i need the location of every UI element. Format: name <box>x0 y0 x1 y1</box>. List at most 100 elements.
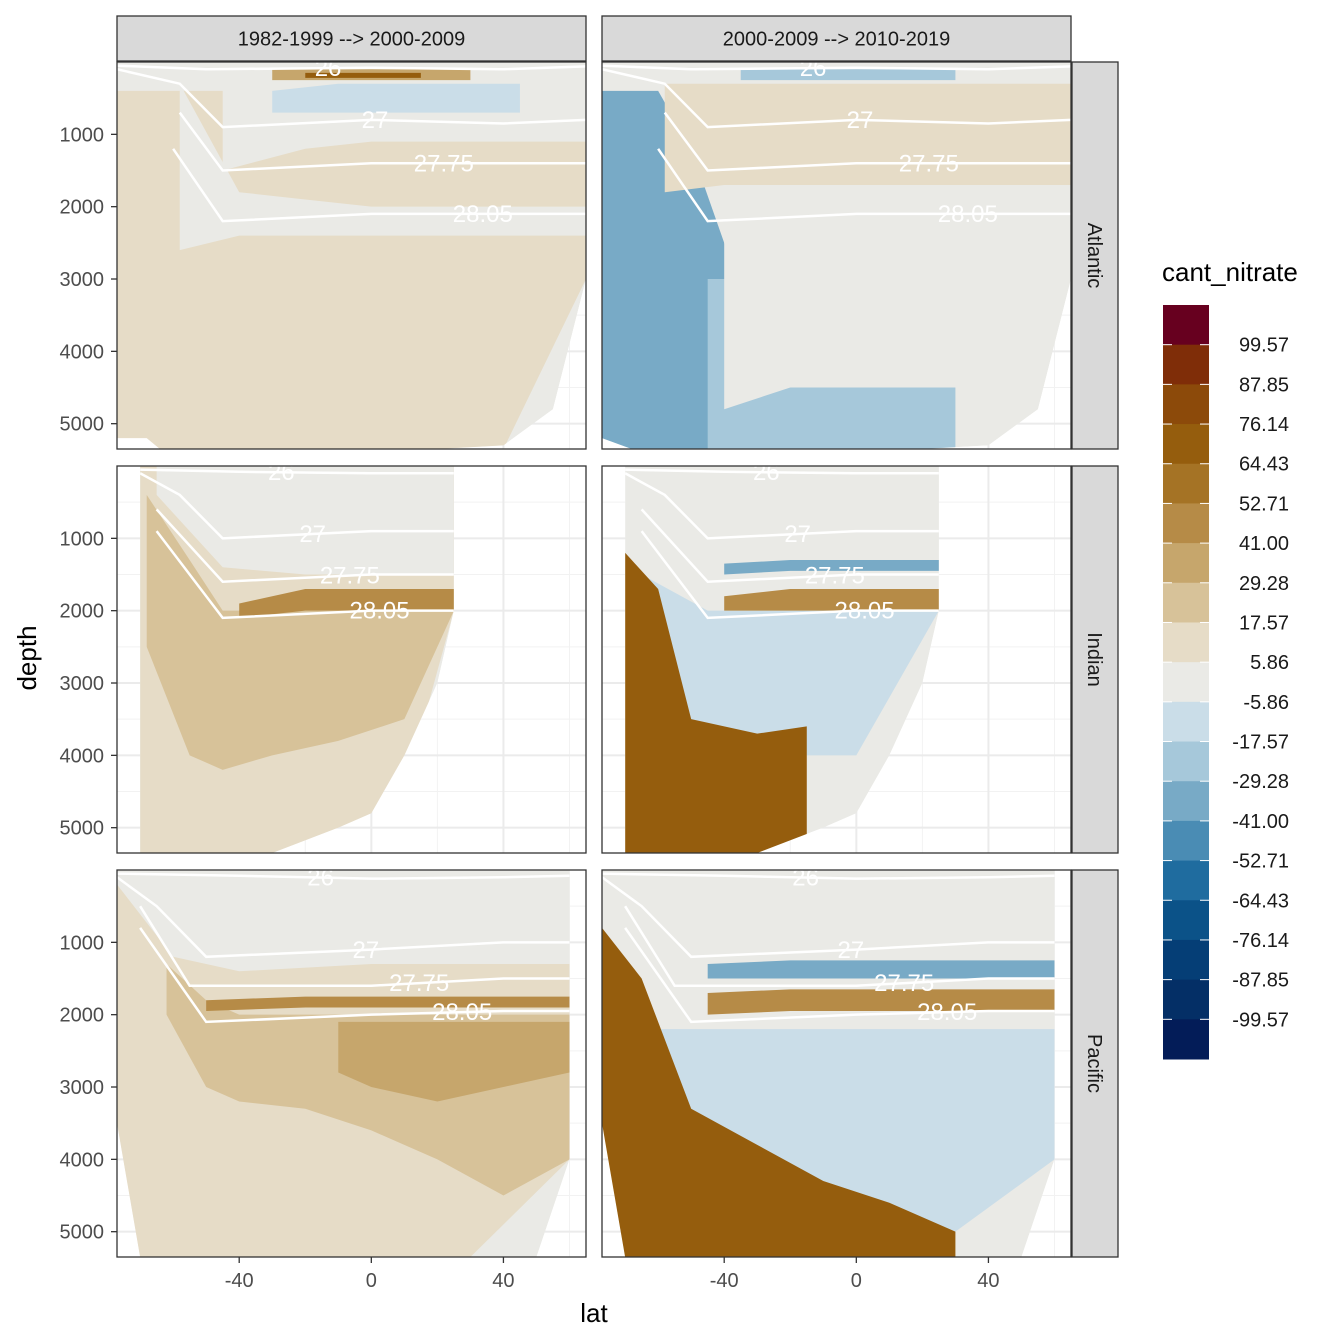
legend-swatch <box>1163 424 1209 465</box>
y-tick-label: 5000 <box>60 414 105 436</box>
y-tick-label: 2000 <box>60 1005 105 1027</box>
y-tick-label: 5000 <box>60 1222 105 1244</box>
contour-field <box>117 870 570 1257</box>
axes: 1000200030004000500010002000300040005000… <box>60 124 1000 1292</box>
contour-label: 27.75 <box>414 150 474 177</box>
isopycnal-26 <box>625 468 939 475</box>
legend-swatch <box>1163 860 1209 901</box>
field-layer-0 <box>117 90 586 449</box>
y-tick-label: 3000 <box>60 1077 105 1099</box>
legend-label: -5.86 <box>1243 692 1289 714</box>
facet-strip-column-label: 1982-1999 --> 2000-2009 <box>238 29 465 51</box>
panel-border <box>116 61 587 450</box>
legend-swatch <box>1163 543 1209 584</box>
legend-swatch <box>1163 344 1209 385</box>
panel-border <box>116 869 587 1258</box>
contour-label: 27.75 <box>805 563 865 590</box>
isopycnal-27 <box>140 472 454 540</box>
y-tick-label: 1000 <box>60 932 105 954</box>
field-layer-3 <box>117 870 570 972</box>
isopycnal-27.75 <box>663 111 1071 172</box>
field-layer-2 <box>156 466 454 575</box>
isopycnal-28.05 <box>657 148 1071 223</box>
facet-strip-column <box>116 15 587 62</box>
contour-label: 27.75 <box>874 970 934 997</box>
contour-label: 28.05 <box>350 598 410 625</box>
isopycnal-28.05 <box>172 148 586 223</box>
isopycnal-26 <box>140 468 454 475</box>
legend-title: cant_nitrate <box>1162 257 1298 287</box>
y-tick-label: 3000 <box>60 269 105 291</box>
isopycnal-27 <box>117 876 570 959</box>
legend-label: -41.00 <box>1232 811 1289 833</box>
isopycnal-27 <box>117 68 586 129</box>
legend-swatch <box>1163 820 1209 862</box>
field-layer-4 <box>206 996 570 1012</box>
facet-strip-row-label: Indian <box>1083 632 1105 687</box>
y-tick-label: 3000 <box>60 673 105 695</box>
legend-swatch <box>1163 1019 1209 1060</box>
facet-strip-row-label: Pacific <box>1083 1034 1105 1093</box>
isopycnal-26 <box>117 64 586 71</box>
isopycnal-27 <box>602 68 1071 129</box>
panel-border <box>601 465 1072 854</box>
isopycnal-26 <box>602 64 1071 71</box>
contour-field <box>140 466 454 853</box>
legend-swatch <box>1163 939 1209 981</box>
field-layer-2 <box>338 1021 570 1102</box>
panels-layer: 262727.7528.05262727.7528.05262727.7528.… <box>116 55 1072 1258</box>
field-layer-4 <box>740 69 956 81</box>
facet-strip-row <box>1071 61 1119 450</box>
contour-label: 27 <box>353 937 380 964</box>
field-layer-4 <box>724 588 939 611</box>
contour-field <box>602 870 1055 1257</box>
legend-label: -52.71 <box>1232 851 1289 873</box>
legend-label: 76.14 <box>1239 414 1289 436</box>
legend-label: 64.43 <box>1239 454 1289 476</box>
legend-label: -64.43 <box>1232 890 1289 912</box>
panel-indian-2: 26 27 27.75 28.05 <box>601 459 1072 854</box>
field-layer-2 <box>641 466 939 561</box>
contour-label: 27 <box>299 521 326 548</box>
contour-label: 27 <box>847 107 874 134</box>
legend-swatch <box>1163 463 1209 504</box>
x-tick-label: 0 <box>851 1270 862 1292</box>
y-tick-label: 2000 <box>60 601 105 623</box>
x-tick-label: 0 <box>366 1270 377 1292</box>
facet-strip-row <box>1071 869 1119 1258</box>
field-layer-0 <box>641 574 939 828</box>
field-layer-1 <box>179 83 586 251</box>
isopycnal-27.75 <box>640 508 939 584</box>
panel-border <box>601 869 1072 1258</box>
legend-swatch <box>1163 900 1209 941</box>
isopycnal-26 <box>117 872 570 880</box>
isopycnal-27 <box>625 472 939 540</box>
isopycnal-27.75 <box>178 111 586 172</box>
contour-label: 27 <box>838 937 865 964</box>
y-axis-title: depth <box>12 625 42 690</box>
contour-label: 26 <box>753 459 780 486</box>
field-layer-3 <box>664 83 1071 193</box>
y-tick-label: 4000 <box>60 1149 105 1171</box>
legend-swatch <box>1163 781 1209 822</box>
contour-label: 28.05 <box>938 201 998 228</box>
legend-label: -17.57 <box>1232 732 1289 754</box>
y-tick-label: 4000 <box>60 745 105 767</box>
facet-strip-column <box>601 15 1072 62</box>
facet-strip-row <box>1071 465 1119 854</box>
legend-label: 17.57 <box>1239 612 1289 634</box>
field-layer-2 <box>602 870 1055 957</box>
contour-label: 27.75 <box>899 150 959 177</box>
contour-label: 27 <box>362 107 389 134</box>
y-tick-label: 4000 <box>60 341 105 363</box>
isopycnal-28.05 <box>155 530 454 620</box>
contour-field <box>117 62 586 449</box>
facet-strip-row-label: Atlantic <box>1083 223 1105 289</box>
contour-label: 27 <box>784 521 811 548</box>
field-layer-1 <box>625 552 807 853</box>
facet-strips: 1982-1999 --> 2000-2009 2000-2009 --> 201… <box>116 15 1119 1258</box>
contour-field <box>602 62 1071 449</box>
